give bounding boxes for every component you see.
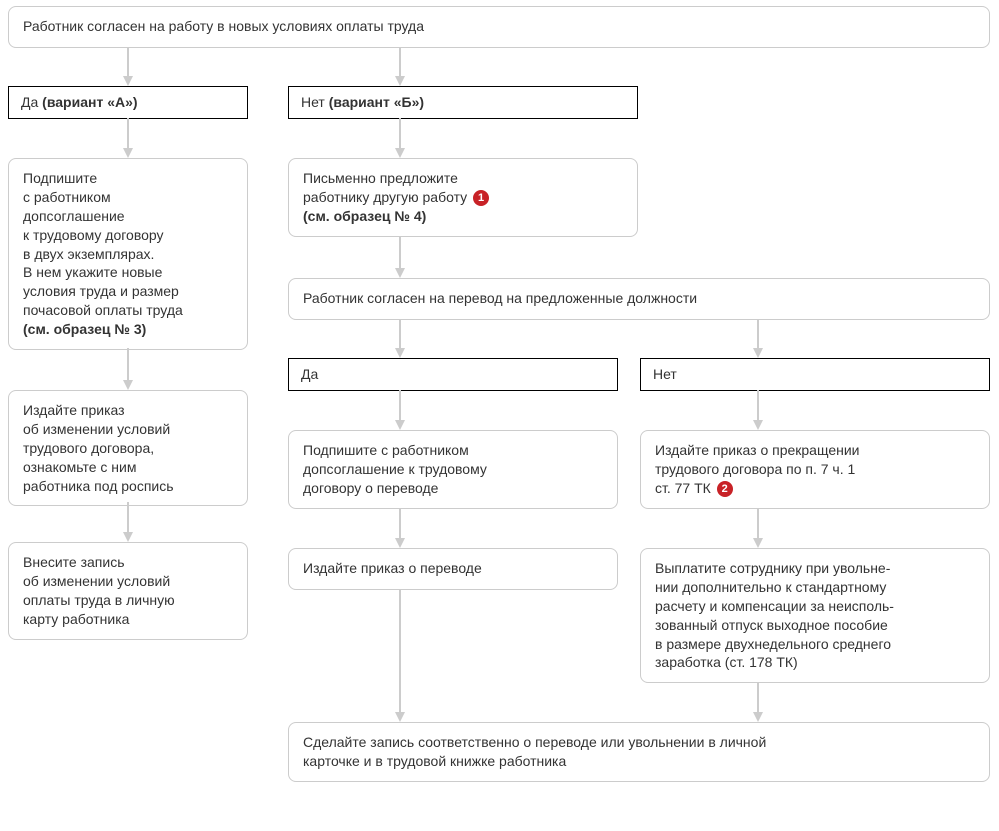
node-c1: Подпишите с работникомдопсоглашение к тр… — [288, 430, 618, 509]
node-final: Сделайте запись соответственно о перевод… — [288, 722, 990, 782]
arrow — [122, 118, 134, 158]
arrow — [752, 320, 764, 358]
arrow — [394, 236, 406, 278]
arrow — [752, 682, 764, 722]
arrow — [122, 48, 134, 86]
arrow — [394, 118, 406, 158]
node-decYes: Да — [288, 358, 618, 391]
arrow — [752, 508, 764, 548]
node-decB: Нет (вариант «Б») — [288, 86, 638, 119]
node-a2: Издайте приказоб изменении условийтрудов… — [8, 390, 248, 506]
node-b1: Письменно предложитеработнику другую раб… — [288, 158, 638, 237]
node-decA: Да (вариант «А») — [8, 86, 248, 119]
arrow — [394, 48, 406, 86]
node-c2: Издайте приказ о переводе — [288, 548, 618, 590]
node-b2: Работник согласен на перевод на предложе… — [288, 278, 990, 320]
arrow — [122, 348, 134, 390]
node-root: Работник согласен на работу в новых усло… — [8, 6, 990, 48]
arrow — [394, 390, 406, 430]
arrow — [394, 320, 406, 358]
node-d2: Выплатите сотруднику при увольне-нии доп… — [640, 548, 990, 683]
node-decNo: Нет — [640, 358, 990, 391]
arrow — [394, 590, 406, 722]
node-a3: Внесите записьоб изменении условийоплаты… — [8, 542, 248, 640]
arrow — [752, 390, 764, 430]
node-d1: Издайте приказ о прекращениитрудового до… — [640, 430, 990, 509]
badge-2: 2 — [717, 481, 733, 497]
arrow — [394, 508, 406, 548]
badge-1: 1 — [473, 190, 489, 206]
node-a1: Подпишитес работникомдопсоглашениек труд… — [8, 158, 248, 350]
flowchart-canvas: Работник согласен на работу в новых усло… — [0, 0, 999, 831]
arrow — [122, 502, 134, 542]
